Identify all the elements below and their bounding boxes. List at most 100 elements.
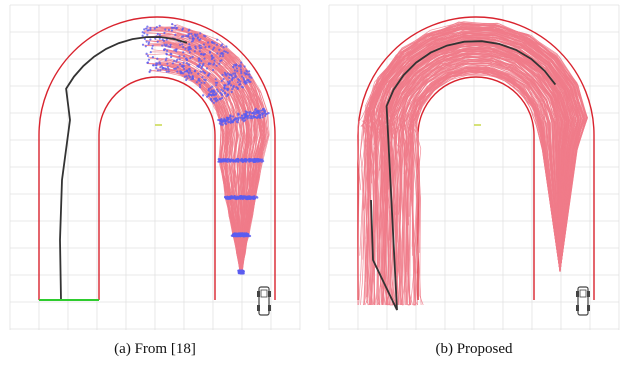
car-wheel bbox=[268, 291, 271, 297]
sample-point bbox=[233, 76, 236, 79]
sample-point bbox=[188, 46, 191, 49]
sample-point bbox=[202, 94, 205, 97]
sample-point bbox=[239, 195, 242, 198]
sample-point bbox=[159, 66, 162, 69]
car-windshield bbox=[579, 289, 587, 298]
sample-point bbox=[215, 97, 218, 100]
car-icon bbox=[576, 286, 590, 316]
sample-point bbox=[191, 75, 194, 78]
sample-point bbox=[203, 57, 206, 60]
sampled-trajectory bbox=[394, 54, 561, 273]
sample-point bbox=[223, 71, 226, 74]
sample-point bbox=[236, 87, 239, 90]
sample-point bbox=[228, 73, 231, 76]
sample-point bbox=[180, 35, 184, 38]
sample-point bbox=[165, 53, 168, 56]
sample-point bbox=[227, 196, 230, 199]
sample-point bbox=[236, 70, 239, 73]
sample-point bbox=[224, 196, 227, 199]
sample-point bbox=[212, 101, 216, 104]
sample-point bbox=[250, 76, 253, 79]
sample-point bbox=[215, 43, 219, 46]
sample-point bbox=[198, 62, 201, 65]
sample-point bbox=[193, 50, 196, 53]
sample-point bbox=[215, 92, 218, 95]
sample-point bbox=[199, 86, 202, 89]
sample-point bbox=[240, 75, 244, 78]
sample-point bbox=[174, 67, 177, 70]
sample-point bbox=[261, 112, 264, 115]
sample-point bbox=[229, 195, 233, 198]
sample-point bbox=[243, 65, 246, 68]
sample-point bbox=[182, 46, 185, 49]
sample-point bbox=[165, 70, 168, 73]
sample-point bbox=[224, 84, 227, 87]
sample-point bbox=[247, 196, 250, 199]
sampled-trajectory bbox=[176, 24, 270, 273]
sample-point bbox=[141, 31, 144, 34]
sample-point bbox=[243, 81, 246, 84]
sample-point bbox=[185, 75, 188, 78]
sample-point bbox=[199, 70, 202, 73]
sample-point bbox=[261, 116, 264, 119]
sample-point bbox=[182, 55, 186, 58]
sample-point bbox=[234, 74, 237, 77]
sample-point bbox=[240, 158, 243, 161]
sample-point bbox=[223, 122, 227, 125]
caption-proposed: (b) Proposed bbox=[435, 341, 513, 357]
sample-point bbox=[237, 117, 240, 120]
sample-point bbox=[175, 27, 178, 30]
sample-point bbox=[245, 69, 248, 72]
panel-proposed bbox=[319, 0, 629, 335]
sample-point bbox=[182, 61, 185, 64]
sample-point bbox=[256, 160, 259, 163]
sampled-trajectory bbox=[369, 29, 579, 273]
sample-point bbox=[158, 37, 161, 40]
sampled-trajectory bbox=[368, 28, 584, 273]
sampled-trajectory bbox=[170, 43, 249, 273]
sample-point bbox=[151, 47, 154, 50]
sampled-trajectories bbox=[143, 23, 270, 273]
sample-point bbox=[232, 72, 235, 75]
sample-point bbox=[170, 55, 173, 59]
sample-point bbox=[191, 55, 194, 59]
sample-point bbox=[190, 71, 193, 74]
sample-point bbox=[250, 196, 253, 199]
sample-point bbox=[143, 32, 146, 35]
sample-point bbox=[211, 85, 214, 88]
sample-point bbox=[166, 62, 169, 65]
sample-point bbox=[199, 32, 202, 35]
sample-point bbox=[146, 25, 149, 28]
sample-point bbox=[257, 114, 260, 117]
sample-point bbox=[179, 63, 182, 66]
sample-point bbox=[149, 38, 152, 41]
sample-point bbox=[199, 44, 202, 47]
sample-point bbox=[263, 111, 266, 114]
sample-point bbox=[227, 83, 230, 86]
sample-point bbox=[188, 63, 191, 66]
sample-point bbox=[218, 48, 221, 51]
sample-point bbox=[167, 68, 170, 71]
sample-point bbox=[156, 40, 159, 43]
sample-point bbox=[234, 232, 237, 235]
sample-point bbox=[167, 45, 170, 48]
sample-point bbox=[217, 90, 220, 93]
sample-point bbox=[197, 65, 200, 69]
sample-point bbox=[225, 74, 228, 77]
sample-point bbox=[176, 70, 179, 73]
sample-point bbox=[169, 45, 172, 49]
sample-point bbox=[240, 85, 243, 88]
sample-point bbox=[152, 64, 155, 67]
sample-point bbox=[146, 54, 149, 58]
sample-point bbox=[228, 159, 231, 162]
sample-point bbox=[174, 24, 177, 27]
sample-point bbox=[239, 80, 242, 83]
sample-point bbox=[205, 67, 209, 70]
sampled-trajectory bbox=[382, 40, 569, 273]
sampled-trajectory bbox=[411, 67, 561, 306]
sample-point bbox=[217, 118, 220, 122]
sample-point bbox=[256, 111, 260, 114]
sample-point bbox=[230, 73, 233, 76]
sample-point bbox=[186, 77, 189, 80]
sample-point bbox=[192, 37, 195, 40]
